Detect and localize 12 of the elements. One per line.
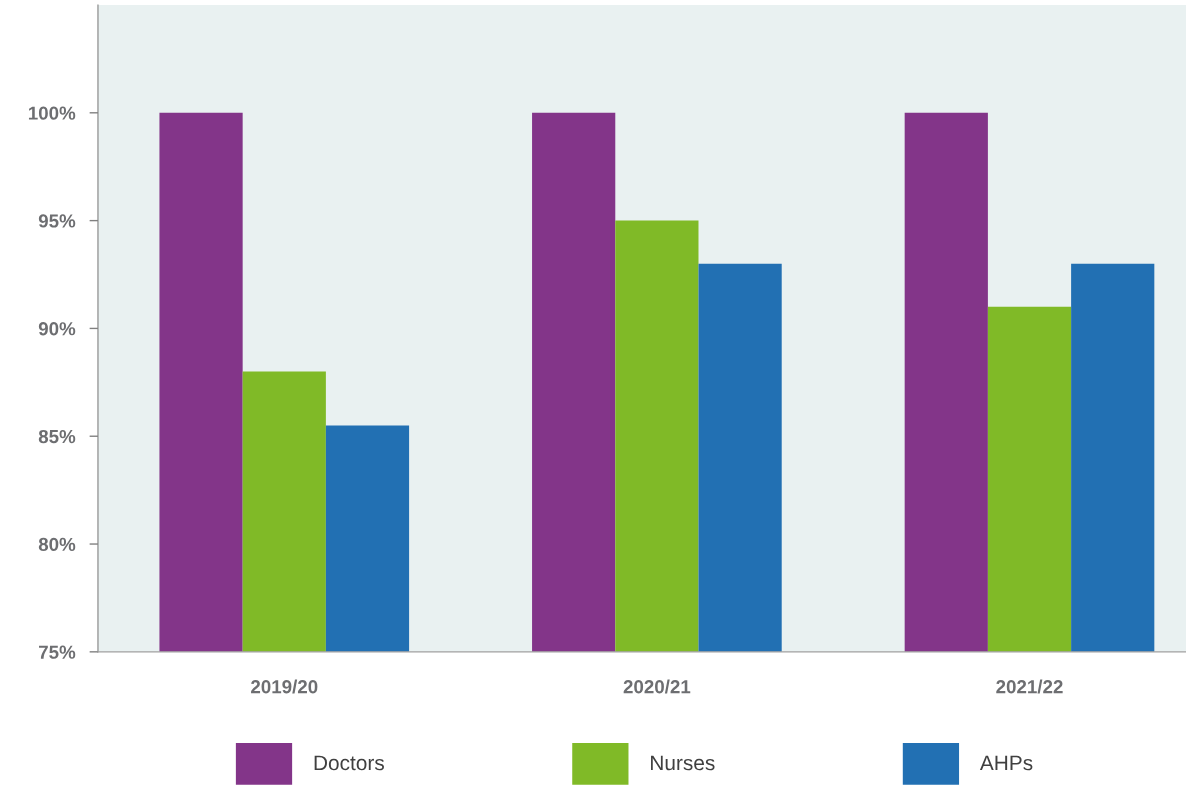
legend-label: AHPs [979,755,1033,771]
y-tick-label: 80% [38,537,76,552]
y-tick-label: 100% [28,106,76,120]
x-tick-label: 2019/20 [251,679,318,694]
x-tick-label: 2020/21 [623,679,691,694]
x-tick-label: 2021/22 [996,679,1063,694]
legend-label: Nurses [651,755,715,771]
legend-label: Doctors [314,755,384,771]
y-tick-label: 95% [38,214,76,228]
y-tick-label: 90% [38,322,76,336]
y-tick-label: 85% [38,429,76,444]
y-tick-label: 75% [39,645,76,659]
